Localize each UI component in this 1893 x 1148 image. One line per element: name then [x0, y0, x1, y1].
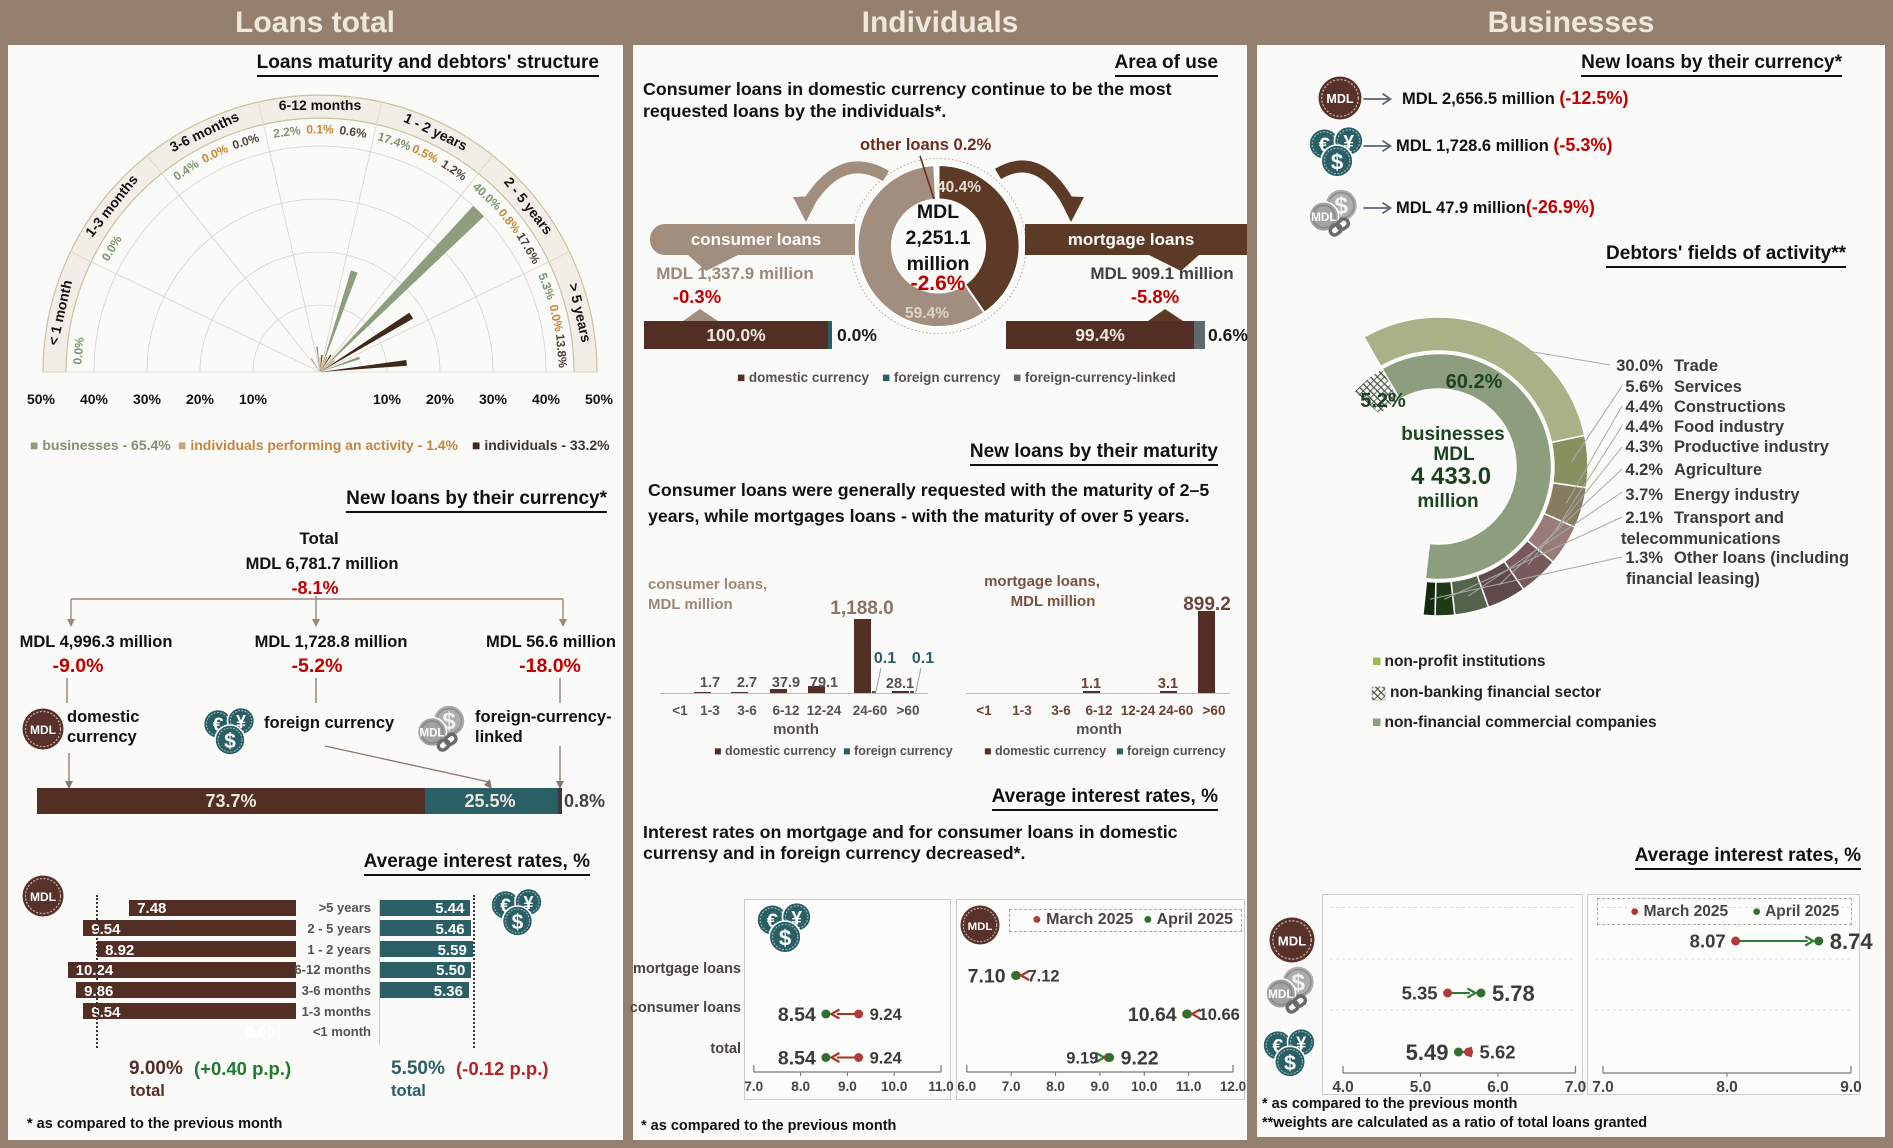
svg-text:9.19: 9.19: [1066, 1049, 1098, 1067]
svg-text:11.0: 11.0: [1176, 1079, 1202, 1094]
svg-text:MDL: MDL: [1311, 211, 1336, 224]
svg-text:8.07: 8.07: [1690, 931, 1726, 952]
svg-text:7.0: 7.0: [744, 1079, 763, 1094]
svg-text:8.0: 8.0: [1046, 1079, 1065, 1094]
svg-text:8.74: 8.74: [1830, 929, 1874, 954]
svg-text:MDL: MDL: [30, 890, 56, 904]
svg-text:6.0: 6.0: [1487, 1079, 1509, 1096]
svg-text:€: €: [1272, 1035, 1283, 1057]
svg-text:7.0: 7.0: [1002, 1079, 1021, 1094]
svg-text:¥: ¥: [1296, 1032, 1307, 1053]
svg-text:2.2%: 2.2%: [272, 123, 301, 141]
svg-text:MDL: MDL: [1326, 92, 1354, 106]
svg-text:$: $: [1331, 149, 1344, 174]
svg-text:13.8%: 13.8%: [553, 333, 570, 368]
svg-text:MDL: MDL: [30, 723, 56, 737]
svg-text:9.0: 9.0: [1840, 1079, 1862, 1096]
svg-text:5.0: 5.0: [1410, 1079, 1432, 1096]
svg-text:9.22: 9.22: [1121, 1048, 1159, 1070]
svg-text:7.0: 7.0: [1565, 1079, 1587, 1096]
svg-text:9.24: 9.24: [870, 1006, 903, 1024]
svg-text:¥: ¥: [791, 908, 802, 929]
svg-text:0.6%: 0.6%: [339, 123, 368, 141]
svg-text:$: $: [224, 730, 236, 753]
svg-text:€: €: [1319, 134, 1330, 156]
svg-text:MDL: MDL: [420, 728, 445, 740]
svg-text:10.66: 10.66: [1199, 1006, 1240, 1024]
svg-text:$: $: [512, 911, 524, 934]
svg-text:4.0: 4.0: [1332, 1079, 1354, 1096]
svg-text:¥: ¥: [236, 712, 246, 732]
svg-text:9.0: 9.0: [1091, 1079, 1110, 1094]
svg-text:MDL: MDL: [1268, 988, 1293, 1001]
svg-text:10.0: 10.0: [1131, 1079, 1157, 1094]
svg-text:7.12: 7.12: [1027, 967, 1059, 985]
svg-text:0.1%: 0.1%: [306, 123, 334, 137]
svg-text:5.78: 5.78: [1492, 981, 1535, 1006]
svg-text:$: $: [779, 925, 792, 950]
svg-text:8.54: 8.54: [778, 1004, 816, 1026]
svg-text:0.0%: 0.0%: [231, 130, 262, 152]
svg-text:€: €: [767, 910, 778, 932]
svg-text:€: €: [500, 896, 511, 917]
svg-text:8.0: 8.0: [1716, 1079, 1738, 1096]
svg-text:12.0: 12.0: [1220, 1079, 1246, 1094]
svg-text:MDL: MDL: [1278, 933, 1306, 948]
svg-text:0.0%: 0.0%: [546, 303, 566, 333]
svg-text:0.0%: 0.0%: [70, 336, 86, 365]
svg-text:5.35: 5.35: [1402, 983, 1438, 1004]
svg-text:7.10: 7.10: [968, 966, 1006, 988]
svg-text:9.0: 9.0: [838, 1079, 857, 1094]
svg-text:10.64: 10.64: [1128, 1004, 1177, 1026]
svg-text:5.62: 5.62: [1480, 1042, 1516, 1063]
svg-text:6-12 months: 6-12 months: [279, 97, 362, 113]
svg-text:5.49: 5.49: [1406, 1040, 1449, 1065]
svg-text:9.24: 9.24: [870, 1049, 903, 1067]
svg-text:6.0: 6.0: [957, 1079, 976, 1094]
svg-text:10.0: 10.0: [881, 1079, 907, 1094]
svg-text:MDL: MDL: [968, 921, 993, 933]
svg-text:8.54: 8.54: [778, 1048, 816, 1070]
svg-text:€: €: [213, 715, 224, 736]
svg-text:¥: ¥: [1343, 132, 1354, 153]
svg-text:7.0: 7.0: [1592, 1079, 1614, 1096]
svg-text:1-3 months: 1-3 months: [82, 171, 141, 240]
svg-text:11.0: 11.0: [928, 1079, 954, 1094]
svg-text:¥: ¥: [523, 893, 533, 913]
svg-text:8.0: 8.0: [791, 1079, 810, 1094]
svg-text:$: $: [1284, 1051, 1296, 1075]
